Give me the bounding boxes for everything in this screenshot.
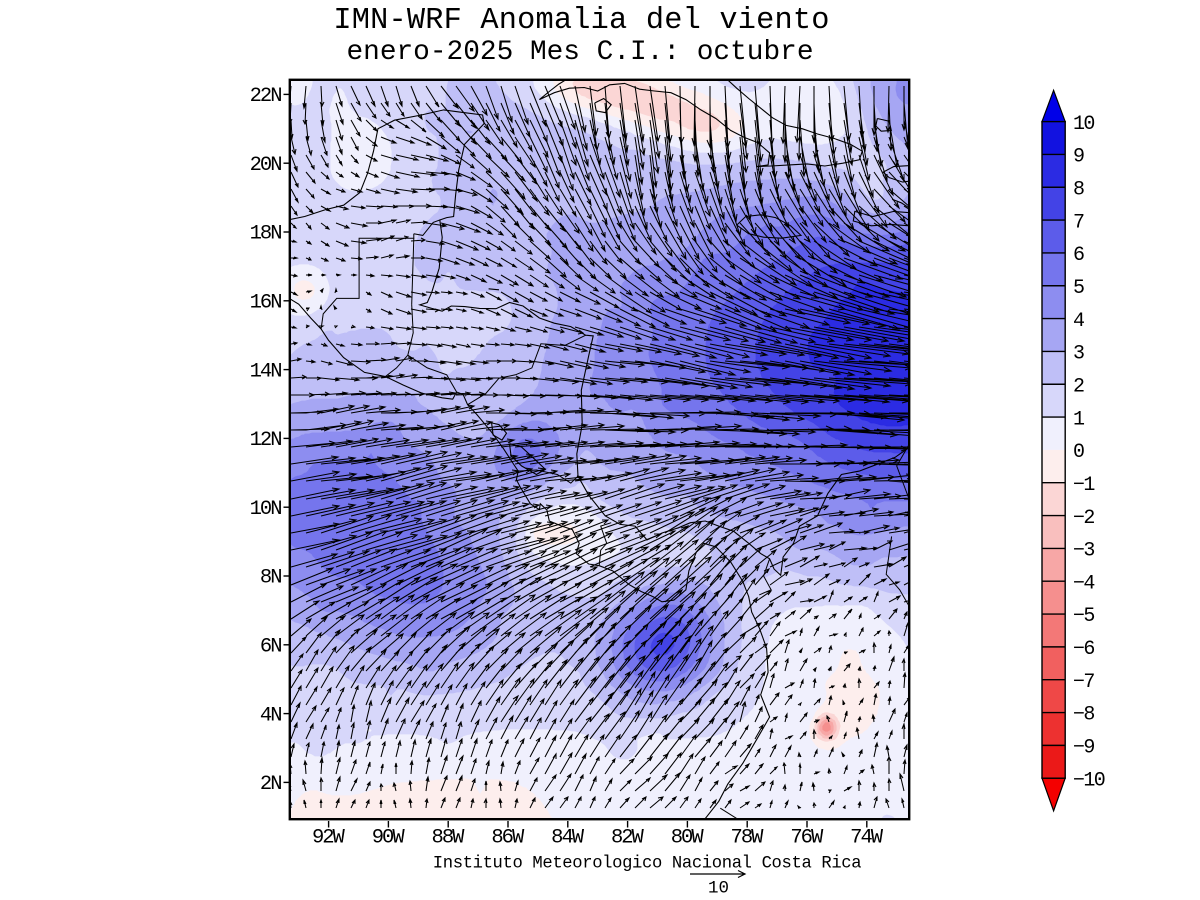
svg-text:20N: 20N xyxy=(250,154,282,177)
svg-text:−5: −5 xyxy=(1073,605,1094,628)
svg-text:10: 10 xyxy=(1073,113,1094,136)
svg-text:4: 4 xyxy=(1073,310,1084,333)
svg-text:5: 5 xyxy=(1073,277,1084,300)
svg-text:78W: 78W xyxy=(731,827,765,850)
svg-text:10N: 10N xyxy=(250,498,282,521)
svg-text:90W: 90W xyxy=(372,827,406,850)
svg-text:82W: 82W xyxy=(611,827,645,850)
svg-text:2: 2 xyxy=(1073,375,1084,398)
svg-text:92W: 92W xyxy=(312,827,346,850)
svg-text:3: 3 xyxy=(1073,343,1084,366)
svg-text:7: 7 xyxy=(1073,211,1084,234)
svg-text:enero-2025 Mes C.I.: octubre: enero-2025 Mes C.I.: octubre xyxy=(346,37,813,68)
svg-text:6N: 6N xyxy=(260,636,281,659)
svg-text:−2: −2 xyxy=(1073,507,1094,530)
svg-text:2N: 2N xyxy=(260,773,281,796)
svg-text:−1: −1 xyxy=(1073,474,1095,497)
svg-text:88W: 88W xyxy=(432,827,466,850)
svg-text:−6: −6 xyxy=(1073,638,1094,661)
svg-text:14N: 14N xyxy=(250,360,282,383)
svg-text:18N: 18N xyxy=(250,223,282,246)
svg-text:22N: 22N xyxy=(250,85,282,108)
svg-text:84W: 84W xyxy=(551,827,585,850)
svg-text:12N: 12N xyxy=(250,429,282,452)
svg-text:−8: −8 xyxy=(1073,704,1094,727)
svg-text:−10: −10 xyxy=(1073,769,1105,792)
svg-text:−4: −4 xyxy=(1073,572,1094,595)
svg-text:8N: 8N xyxy=(260,567,281,590)
svg-text:16N: 16N xyxy=(250,292,282,315)
svg-text:4N: 4N xyxy=(260,704,281,727)
svg-text:−3: −3 xyxy=(1073,540,1094,563)
svg-text:9: 9 xyxy=(1073,146,1084,169)
svg-text:6: 6 xyxy=(1073,244,1084,267)
svg-text:−7: −7 xyxy=(1073,671,1094,694)
svg-text:1: 1 xyxy=(1073,408,1085,431)
svg-text:80W: 80W xyxy=(671,827,705,850)
svg-text:0: 0 xyxy=(1073,441,1084,464)
svg-text:86W: 86W xyxy=(491,827,525,850)
svg-text:Instituto Meteorologico Nacion: Instituto Meteorologico Nacional Costa R… xyxy=(433,855,861,874)
svg-text:10: 10 xyxy=(708,879,729,899)
svg-text:76W: 76W xyxy=(790,827,824,850)
svg-text:74W: 74W xyxy=(850,827,884,850)
svg-text:−9: −9 xyxy=(1073,737,1094,760)
svg-text:8: 8 xyxy=(1073,179,1084,202)
svg-text:IMN-WRF Anomalia del viento: IMN-WRF Anomalia del viento xyxy=(333,4,829,38)
